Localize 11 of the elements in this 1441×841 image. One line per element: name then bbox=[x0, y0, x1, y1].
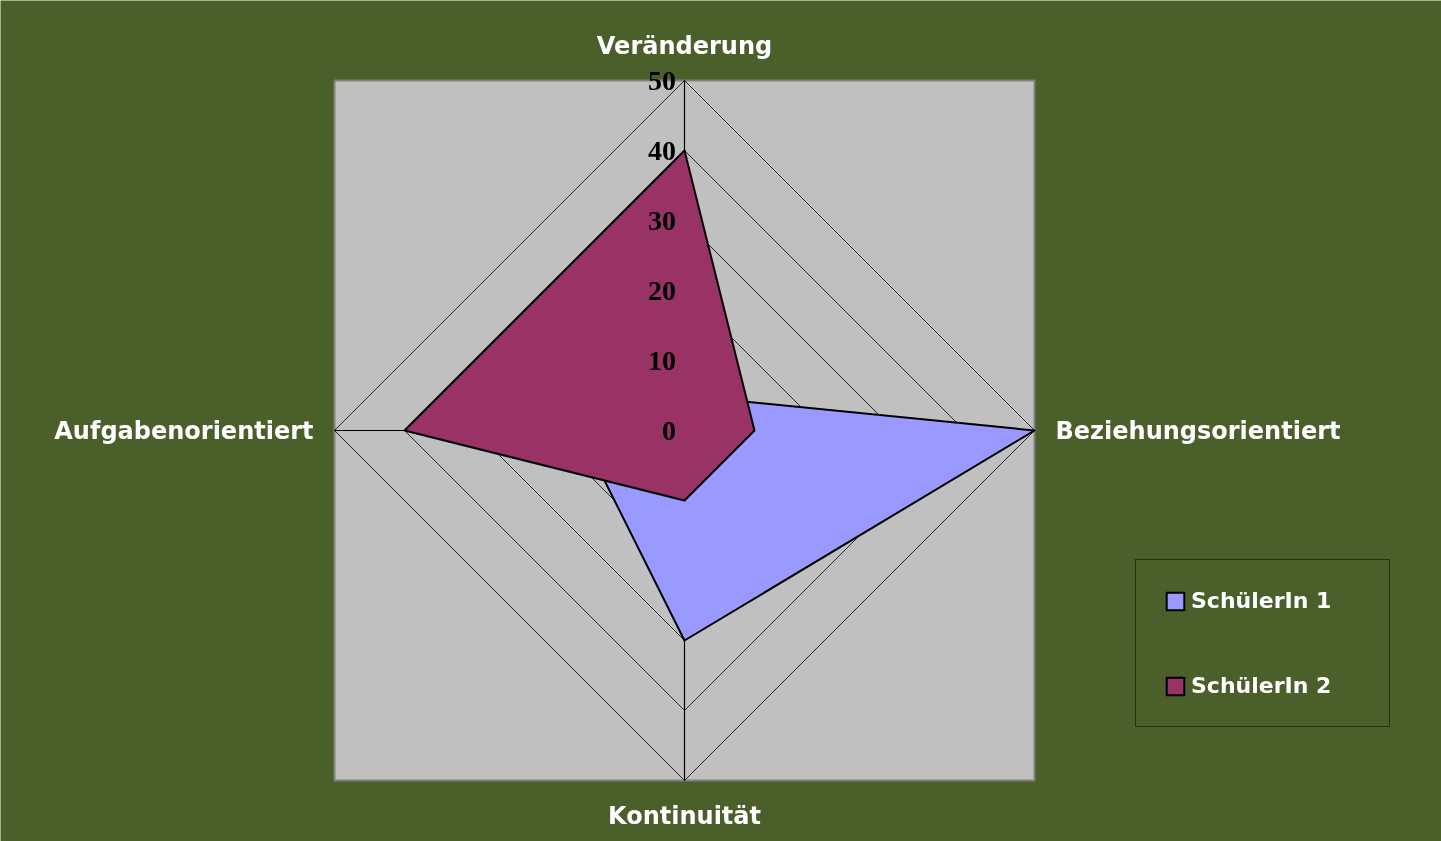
y-tick-label: 40 bbox=[648, 134, 677, 166]
legend-label: SchülerIn 2 bbox=[1191, 673, 1333, 698]
spoke-label: Veränderung bbox=[596, 31, 773, 60]
legend-label: SchülerIn 1 bbox=[1191, 588, 1333, 613]
y-tick-label: 30 bbox=[648, 204, 677, 236]
spoke-label: Beziehungsorientiert bbox=[1055, 416, 1341, 445]
spoke-label: Kontinuität bbox=[608, 801, 762, 830]
y-tick-label: 20 bbox=[648, 274, 677, 306]
y-tick-label: 0 bbox=[662, 414, 677, 446]
spoke-label: Aufgabenorientiert bbox=[54, 416, 314, 445]
y-tick-label: 10 bbox=[648, 344, 677, 376]
